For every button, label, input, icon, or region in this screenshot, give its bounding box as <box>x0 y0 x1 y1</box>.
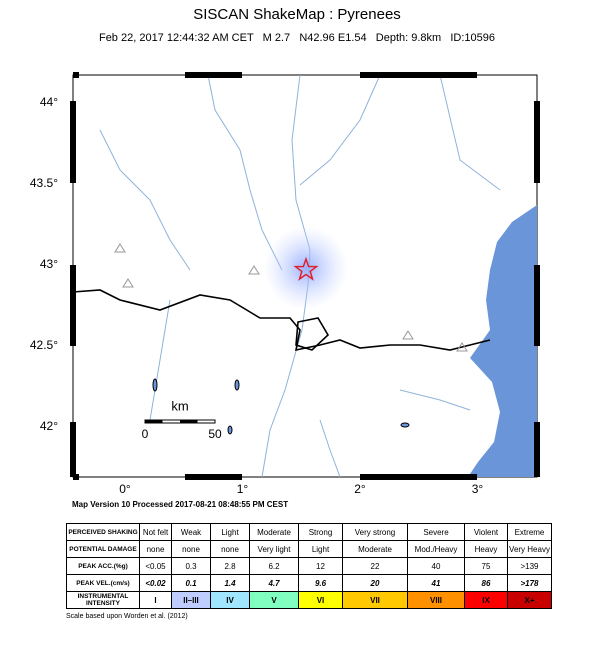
table-row: PEAK VEL.(cm/s) <0.02 0.1 1.4 4.7 9.6 20 41 86 >1… <box>66 574 552 592</box>
table-cell: <0.02 <box>139 574 172 592</box>
table-cell: Mod./Heavy <box>407 540 465 558</box>
table-row: PERCEIVED SHAKING Not felt Weak Light Modera… <box>66 523 552 541</box>
table-cell: 22 <box>342 557 408 575</box>
lat-label: 43.5° <box>30 176 58 190</box>
lat-label: 43° <box>40 257 58 271</box>
frame-ticks <box>70 72 540 480</box>
scale-bar-seg <box>145 420 163 423</box>
table-cell: VI <box>298 591 343 609</box>
table-cell: 12 <box>298 557 343 575</box>
table-cell: Extreme <box>507 523 552 541</box>
intensity-table: PERCEIVED SHAKING Not felt Weak Light Modera… <box>66 523 552 609</box>
scale-end: 50 <box>208 427 222 441</box>
table-cell: none <box>171 540 211 558</box>
table-cell: Light <box>210 523 250 541</box>
table-cell: >139 <box>507 557 552 575</box>
lon-label: 1° <box>237 482 249 496</box>
row-label: INSTRUMENTAL INTENSITY <box>66 591 140 609</box>
table-cell: VIII <box>407 591 465 609</box>
epicenter <box>293 256 319 281</box>
scale-unit: km <box>171 398 188 413</box>
sea <box>468 205 537 477</box>
table-cell: 40 <box>407 557 465 575</box>
lon-label: 3° <box>472 482 484 496</box>
title: SISCAN ShakeMap : Pyrenees <box>193 6 401 23</box>
table-cell: IV <box>210 591 250 609</box>
table-cell: Not felt <box>139 523 172 541</box>
table-cell: 6.2 <box>249 557 299 575</box>
table-cell: 41 <box>407 574 465 592</box>
lakes <box>152 378 410 435</box>
table-row: POTENTIAL DAMAGE none none none Very light Li… <box>66 540 552 558</box>
table-cell: I <box>139 591 172 609</box>
scale-bar-seg <box>180 420 198 423</box>
map-view: SISCAN ShakeMap : Pyrenees Feb 22, 2017 … <box>30 6 540 509</box>
lat-label: 44° <box>40 95 58 109</box>
row-label: PEAK VEL.(cm/s) <box>66 574 140 592</box>
table-cell: 86 <box>464 574 508 592</box>
table-cell: Light <box>298 540 343 558</box>
rivers <box>99 74 501 478</box>
table-cell: none <box>139 540 172 558</box>
row-label: PERCEIVED SHAKING <box>66 523 140 541</box>
table-cell: 20 <box>342 574 408 592</box>
table-cell: II–III <box>171 591 211 609</box>
table-cell: Heavy <box>464 540 508 558</box>
lat-label: 42° <box>40 419 58 433</box>
table-cell: Very strong <box>342 523 408 541</box>
table-cell: Very light <box>249 540 299 558</box>
map-version: Map Version 10 Processed 2017-08-21 08:4… <box>72 500 288 509</box>
subtitle: Feb 22, 2017 12:44:32 AM CET M 2.7 N42.9… <box>99 32 495 44</box>
table-cell: 2.8 <box>210 557 250 575</box>
table-cell: Severe <box>407 523 465 541</box>
table-cell: 0.1 <box>171 574 211 592</box>
scale-note: Scale based upon Worden et al. (2012) <box>66 613 188 620</box>
table-cell: Violent <box>464 523 508 541</box>
table-cell: 75 <box>464 557 508 575</box>
lon-label: 2° <box>354 482 366 496</box>
scale-bar: km 0 50 <box>142 398 222 441</box>
table-cell: 4.7 <box>249 574 299 592</box>
table-row: INSTRUMENTAL INTENSITY I II–III IV V VI VII VII… <box>66 591 552 609</box>
table-cell: Moderate <box>342 540 408 558</box>
table-cell: Very Heavy <box>507 540 552 558</box>
lon-label: 0° <box>119 482 131 496</box>
table-cell: VII <box>342 591 408 609</box>
table-row: PEAK ACC.(%g) <0.05 0.3 2.8 6.2 12 22 40 75 >139 <box>66 557 552 575</box>
table-cell: 1.4 <box>210 574 250 592</box>
table-cell: X+ <box>507 591 552 609</box>
stations <box>114 243 468 352</box>
table-cell: Weak <box>171 523 211 541</box>
table-cell: IX <box>464 591 508 609</box>
borders <box>72 289 491 352</box>
table-cell: <0.05 <box>139 557 172 575</box>
scale-start: 0 <box>142 427 149 441</box>
table-cell: 0.3 <box>171 557 211 575</box>
table-cell: V <box>249 591 299 609</box>
table-cell: none <box>210 540 250 558</box>
table-cell: Strong <box>298 523 343 541</box>
lat-label: 42.5° <box>30 338 58 352</box>
row-label: POTENTIAL DAMAGE <box>66 540 140 558</box>
table-cell: Moderate <box>249 523 299 541</box>
row-label: PEAK ACC.(%g) <box>66 557 140 575</box>
table-cell: >178 <box>507 574 552 592</box>
table-cell: 9.6 <box>298 574 343 592</box>
shaking-area <box>264 226 348 310</box>
